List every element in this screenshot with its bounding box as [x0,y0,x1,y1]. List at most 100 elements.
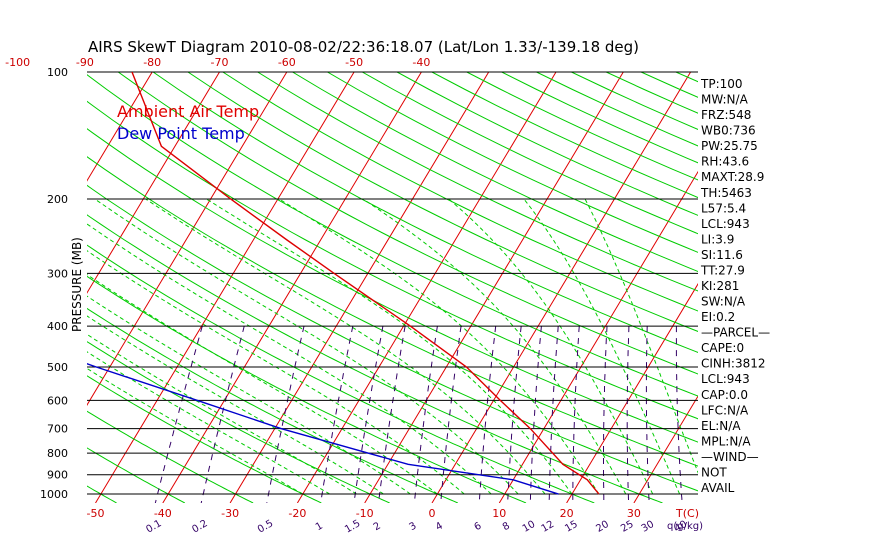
mixing-ratio-tick-label: 0.5 [256,518,275,535]
dry-adiabat-line [87,128,698,443]
isobars [87,71,698,495]
bottom-temperature-tick-label: -30 [221,507,239,520]
pressure-tick-label: 1000 [40,488,68,501]
index-value: LCL:943 [701,372,750,386]
dry-adiabat-line [396,72,698,216]
legend: Ambient Air Temp Dew Point Temp [117,102,259,143]
pressure-axis: 100 200 300 400 500 600 700 800 900 1000 [40,66,68,501]
isotherm-line [633,395,698,503]
legend-dew-point: Dew Point Temp [117,124,245,143]
isotherm-line [296,72,557,503]
mixing-ratio-line [529,326,542,503]
top-temperature-axis: -120-110-100-90-80-70-60-50-40 [5,56,430,69]
isotherm-line [769,72,870,503]
index-value: EI:0.2 [701,310,735,324]
mixing-ratio-line [266,325,305,503]
index-value: TP:100 [700,77,743,91]
index-value: FRZ:548 [701,108,751,122]
top-temperature-tick-label: -80 [143,56,161,69]
index-value: LCL:943 [701,217,750,231]
index-value: MW:N/A [701,93,749,107]
index-value: MAXT:28.9 [701,170,764,184]
pressure-tick-label: 600 [47,394,68,407]
moist-adiabat-line [87,223,492,495]
mixing-ratio-tick-label: 15 [563,519,580,535]
dry-adiabat-line [87,447,186,503]
pressure-tick-label: 800 [47,447,68,460]
index-value: SW:N/A [701,295,746,309]
isotherm-line [229,72,490,503]
dry-adiabat-line [187,72,698,332]
dry-adiabat-line [87,214,663,503]
mixing-ratio-line [413,326,438,503]
mixing-ratio-unit-label: q(g/kg) [667,521,703,532]
index-value: CINH:3812 [701,357,766,371]
index-value: RH:43.6 [701,155,749,169]
dry-adiabat-line [222,72,698,312]
isotherm-line [431,72,692,503]
mixing-ratio-tick-label: 3 [408,520,419,533]
bottom-temperature-tick-label: 30 [627,507,641,520]
mixing-ratio-line [478,326,497,503]
dry-adiabat-line [781,72,870,503]
mixing-ratio-line [645,326,650,503]
moist-adiabat-line [87,351,330,495]
x-unit-label: T(C) [675,507,699,520]
pressure-tick-label: 200 [47,193,68,206]
mixing-ratio-line [320,326,354,503]
dry-adiabat-line [361,72,698,235]
index-value: L57:5.4 [701,201,746,215]
mixing-ratio-tick-label: 0.1 [144,518,163,535]
bottom-temperature-tick-label: -20 [288,507,306,520]
isotherm-line [87,72,220,294]
mixing-ratio-line [154,325,203,503]
pressure-tick-label: 100 [47,66,68,79]
mixing-ratio-line [378,326,406,503]
top-temperature-tick-label: -70 [211,56,229,69]
mixing-ratio-tick-label: 1.5 [343,518,362,535]
index-value: MPL:N/A [701,434,751,448]
isotherm-line [566,283,698,503]
index-value: KI:281 [701,279,739,293]
dry-adiabat-line [87,375,322,503]
y-axis-label: PRESSURE (MB) [70,237,84,332]
index-value: CAP:0.0 [701,388,748,402]
bottom-temperature-tick-label: -40 [154,507,172,520]
isotherm-line [95,72,355,503]
top-temperature-tick-label: -100 [5,56,30,69]
mixing-ratio-line [353,326,384,503]
mixing-ratio-line [626,326,630,503]
dry-adiabat-line [87,275,527,503]
mixing-ratio-tick-label: 20 [594,519,611,535]
top-temperature-tick-label: -90 [76,56,94,69]
mixing-ratio-tick-label: 8 [501,520,512,533]
mixing-ratio-line [200,325,245,503]
mixing-ratio-line [572,326,580,503]
dry-adiabat-line [257,72,698,292]
mixing-ratio-tick-label: 1 [314,520,325,533]
air-temperature-line [131,72,600,495]
dry-adiabat-line [501,72,698,164]
moist-adiabat-line [87,333,357,495]
pressure-tick-label: 700 [47,423,68,436]
index-value: PW:25.75 [701,139,758,153]
dry-adiabat-line [327,72,698,253]
pressure-tick-label: 500 [47,361,68,374]
dry-adiabat-line [87,244,595,503]
bottom-temperature-tick-label: -10 [356,507,374,520]
bottom-temperature-tick-label: 0 [429,507,436,520]
isotherm-line [836,72,870,503]
dry-adiabat-line [746,72,870,503]
index-value: LI:3.9 [701,232,734,246]
index-value: LFC:N/A [701,403,749,417]
dry-adiabat-line [850,72,870,503]
mixing-ratio-axis: 0.1 0.2 0.5 1 1.5 2 3 4 6 8 10 12 15 20 25 30 40 [144,518,689,536]
index-value: WB0:736 [701,124,756,138]
bottom-temperature-tick-label: -50 [87,507,105,520]
dry-adiabat-line [466,72,698,181]
dry-adiabat-line [87,485,117,503]
index-value: SI:11.6 [701,248,743,262]
mixing-ratio-tick-label: 12 [540,519,557,535]
index-value: AVAIL [701,481,735,495]
